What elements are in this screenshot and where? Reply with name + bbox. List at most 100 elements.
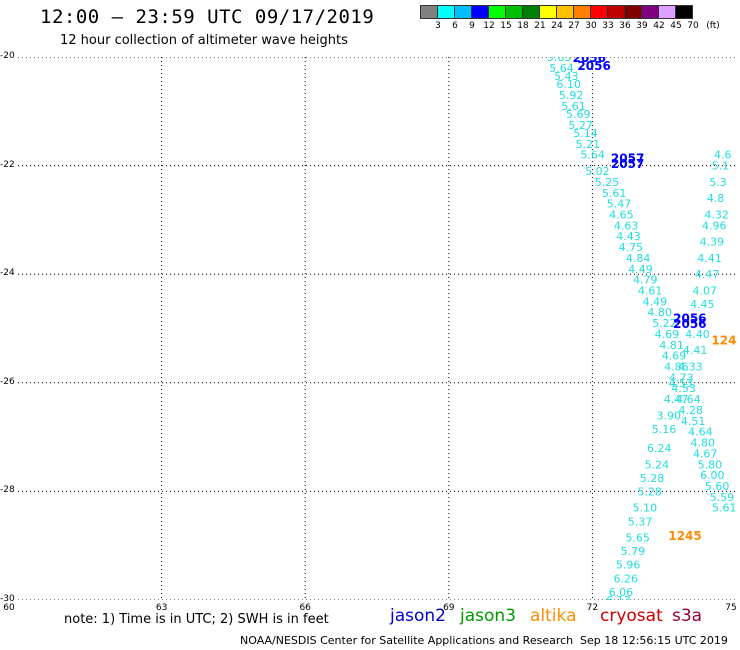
note-text: note: 1) Time is in UTC; 2) SWH is in fe… [64, 612, 329, 627]
wave-height-point: 4.41 [683, 344, 708, 357]
legend-jason2: jason2 [390, 606, 446, 626]
map-title: 12:00 – 23:59 UTC 09/17/2019 [40, 6, 375, 28]
pass-number-label: 1245 [668, 529, 701, 543]
pass-number-label: 2057 [611, 157, 644, 171]
wave-height-point: 5.64 [580, 149, 605, 162]
pass-number-label: 2056 [577, 59, 610, 73]
wave-height-point: 5.16 [652, 423, 677, 436]
longitude-tick-label: 63 [155, 603, 168, 613]
pass-number-label: 2056 [673, 317, 706, 331]
wave-height-point: 4.64 [676, 393, 701, 406]
legend-cryosat: cryosat [600, 606, 663, 626]
wave-height-point: 5.22 [652, 317, 677, 330]
wave-height-point: 6.24 [647, 442, 672, 455]
wave-height-point: 5.69 [566, 108, 591, 121]
color-swatch [624, 5, 642, 19]
color-scale [420, 5, 693, 19]
color-swatch [658, 5, 676, 19]
pass-number-label: 2056 [673, 312, 706, 326]
color-swatch [454, 5, 472, 19]
wave-height-point: 3.90 [657, 409, 682, 422]
latitude-tick-label: -20 [0, 51, 15, 61]
wave-height-point: 4.75 [619, 241, 644, 254]
color-swatch-label: 33 [602, 21, 614, 31]
color-swatch [675, 5, 693, 19]
latitude-tick-label: -26 [0, 376, 15, 387]
wave-height-point: 5.27 [568, 119, 593, 132]
wave-height-point: 4.47 [695, 268, 720, 281]
wave-height-point: 5.47 [607, 198, 632, 211]
wave-height-point: 5.61 [712, 502, 736, 515]
legend-altika: altika [530, 606, 577, 626]
wave-height-point: 5.28 [640, 472, 665, 485]
color-swatch [573, 5, 591, 19]
latitude-tick-label: -22 [0, 159, 15, 170]
wave-height-point: 4.49 [628, 263, 653, 276]
credit-text: NOAA/NESDIS Center for Satellite Applica… [240, 634, 574, 647]
wave-height-point: 4.79 [633, 274, 658, 287]
wave-height-point: 4.67 [693, 447, 718, 460]
wave-height-point: 4.80 [647, 306, 672, 319]
wave-height-point: 4.6 [714, 149, 732, 162]
color-swatch-label: 12 [483, 21, 495, 31]
wave-height-point: 4.8 [707, 192, 725, 205]
legend-jason3: jason3 [460, 606, 516, 626]
wave-height-point: 5.3 [709, 176, 727, 189]
wave-height-point: 5.61 [602, 187, 627, 200]
color-swatch-label: 15 [500, 21, 512, 31]
wave-height-point: 4.51 [681, 415, 706, 428]
wave-height-point: 4.69 [662, 350, 687, 363]
wave-height-point: 6.10 [556, 78, 581, 91]
wave-height-point: 6.00 [700, 469, 725, 482]
wave-height-point: 5.96 [616, 559, 641, 572]
color-swatch-label: 6 [452, 21, 458, 31]
wave-height-point: 5.1 [712, 160, 730, 173]
longitude-tick-label: 69 [443, 603, 455, 613]
color-swatch [641, 5, 659, 19]
wave-height-point: 4.63 [614, 219, 639, 232]
wave-height-point: 4.69 [655, 328, 680, 341]
wave-height-point: 5.80 [698, 458, 723, 471]
color-swatch-label: 3 [435, 21, 441, 31]
wave-height-point: 6.06 [609, 586, 634, 599]
wave-height-point: 4.53 [669, 377, 694, 390]
color-swatch [590, 5, 608, 19]
pass-number-label: 1245 [711, 333, 736, 347]
wave-height-point: 5.24 [645, 458, 670, 471]
wave-height-point: 4.49 [643, 295, 668, 308]
wave-height-point: 6.26 [613, 572, 638, 585]
wave-height-point: 5.92 [559, 89, 584, 102]
wave-height-point: 4.81 [659, 339, 684, 352]
wave-height-point: 4.28 [679, 404, 704, 417]
wave-height-point: 5.25 [595, 176, 620, 189]
wave-height-point: 4.84 [626, 252, 651, 265]
color-swatch-label: 39 [636, 21, 648, 31]
wave-height-point: 5.37 [628, 515, 653, 528]
color-swatch [539, 5, 557, 19]
color-swatch [556, 5, 574, 19]
color-swatch-label: 45 [670, 21, 682, 31]
wave-height-point: 4.40 [685, 328, 710, 341]
wave-height-point: 5.61 [561, 100, 586, 113]
color-swatch [505, 5, 523, 19]
wave-height-point: 4.73 [669, 371, 694, 384]
wave-height-point: 5.21 [576, 138, 601, 151]
pass-number-label: 2057 [611, 151, 644, 165]
wave-height-point: 4.43 [616, 230, 641, 243]
color-swatch-label: 9 [469, 21, 475, 31]
longitude-tick-label: 72 [586, 603, 599, 613]
longitude-tick-label: 75 [725, 603, 737, 613]
wave-height-point: 5.64 [549, 62, 574, 75]
wave-height-point: 4.61 [638, 284, 663, 297]
color-swatch-label: 27 [568, 21, 580, 31]
longitude-tick-label: 66 [299, 603, 311, 613]
color-swatch [488, 5, 506, 19]
wave-height-point: 5.02 [585, 165, 610, 178]
wave-height-point: 4.47 [664, 393, 689, 406]
wave-height-point: 5.65 [625, 532, 650, 545]
wave-height-point: 6.13 [606, 594, 631, 600]
color-scale-labels: 3 6 9 12 15 18 21 24 27 30 33 36 39 42 45 70 (ft) [421, 21, 740, 35]
latitude-tick-label: -28 [0, 485, 15, 496]
map-subtitle: 12 hour collection of altimeter wave hei… [60, 33, 348, 48]
legend-s3a: s3a [672, 606, 703, 626]
